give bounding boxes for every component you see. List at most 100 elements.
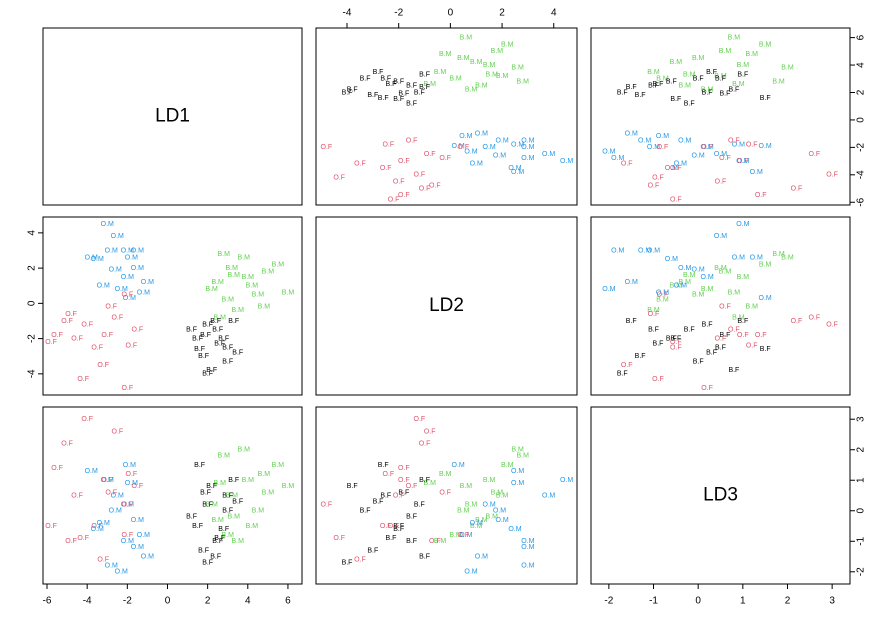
point-label: B.F [378,95,389,102]
panel [590,27,851,206]
point-label: B.M [781,254,794,261]
point-label: B.M [501,462,514,469]
point-label: O.F [429,183,441,190]
point-label: O.F [755,192,767,199]
diagonal-label: LD2 [429,295,464,316]
point-label: B.F [393,523,404,530]
point-label: B.F [653,81,664,88]
point-label: B.F [194,346,205,353]
point-label: B.M [737,274,750,281]
point-label: O.F [61,440,73,447]
point-label: O.M [542,151,555,158]
point-label: O.M [665,165,678,172]
point-label: B.M [217,251,230,258]
point-label: B.F [206,367,217,374]
point-label: B.M [228,514,241,521]
point-label: O.M [542,492,555,499]
point-label: O.M [97,520,110,527]
point-label: B.M [217,453,230,460]
point-label: O.F [65,311,77,318]
point-label: O.F [61,318,73,325]
point-label: B.F [214,535,225,542]
point-label: B.F [693,76,704,83]
point-label: O.F [457,144,469,151]
x-tick-label: -4 [83,596,92,607]
point-label: O.M [750,169,763,176]
point-label: O.F [388,196,400,203]
point-label: O.M [459,532,472,539]
y-tick-label: 4 [27,230,38,236]
point-label: O.F [670,196,682,203]
point-label: B.M [213,480,226,487]
point-label: O.M [452,143,465,150]
point-label: O.F [419,185,431,192]
point-label: O.M [123,295,136,302]
point-label: B.M [211,279,224,286]
point-label: O.M [638,247,651,254]
point-label: O.F [97,556,109,563]
point-label: B.F [222,492,233,499]
point-label: B.M [511,447,524,454]
point-label: B.F [202,371,213,378]
point-label: B.M [475,82,488,89]
point-label: O.M [700,274,713,281]
point-label: O.M [736,158,749,165]
point-label: O.M [759,143,772,150]
point-label: B.M [746,304,759,311]
point-label: O.F [791,318,803,325]
point-label: B.F [419,477,430,484]
point-label: B.F [194,462,205,469]
y-tick-label: 2 [856,89,867,95]
point-label: O.M [678,265,691,272]
point-label: O.M [732,254,745,261]
point-label: O.F [670,344,682,351]
point-label: O.F [333,174,345,181]
point-label: O.M [511,480,524,487]
point-label: O.F [737,332,749,339]
point-label: B.F [760,346,771,353]
point-label: B.F [202,501,213,508]
point-label: O.F [701,144,713,151]
point-label: B.F [212,538,223,545]
point-label: B.F [380,492,391,499]
point-label: O.F [105,304,117,311]
panel [590,406,851,585]
point-label: O.F [621,362,633,369]
point-label: O.F [91,523,103,530]
point-label: B.F [670,335,681,342]
point-label: B.F [228,318,239,325]
point-label: B.F [398,91,409,98]
point-label: B.F [626,84,637,91]
point-label: B.F [202,559,213,566]
point-label: B.F [398,489,409,496]
point-label: O.M [674,161,687,168]
point-label: O.F [808,314,820,321]
point-label: O.F [45,339,57,346]
point-label: O.M [678,137,691,144]
point-label: B.F [198,353,209,360]
point-label: O.M [714,233,727,240]
point-label: B.F [186,514,197,521]
point-label: O.M [611,155,624,162]
point-label: O.M [141,279,154,286]
point-label: O.F [791,185,803,192]
point-label: O.M [137,532,150,539]
point-label: B.M [485,71,498,78]
point-label: O.F [393,492,405,499]
point-label: O.M [131,517,144,524]
point-label: O.F [648,311,660,318]
point-label: O.F [737,158,749,165]
point-label: O.M [736,221,749,228]
point-label: B.M [470,523,483,530]
point-label: O.M [125,254,138,261]
point-label: O.F [419,440,431,447]
point-label: O.F [91,344,103,351]
point-label: O.F [755,332,767,339]
point-label: B.F [222,358,233,365]
point-label: O.F [380,523,392,530]
point-label: O.M [111,492,124,499]
point-label: B.M [485,514,498,521]
point-label: O.F [715,179,727,186]
point-label: B.F [702,321,713,328]
point-label: O.M [493,508,506,515]
